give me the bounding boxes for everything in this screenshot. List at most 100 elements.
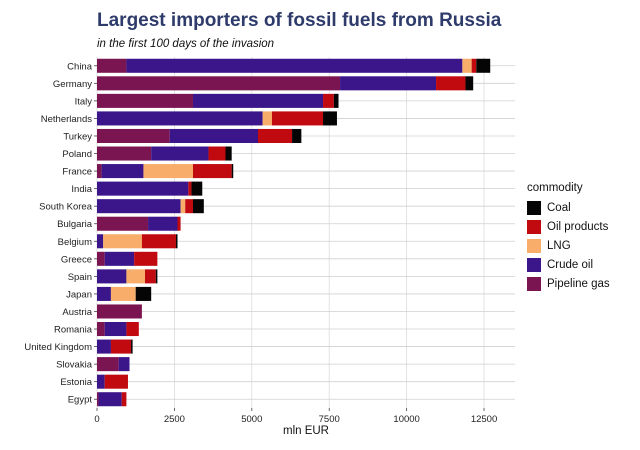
bar-segment (97, 111, 263, 126)
y-tick-label: United Kingdom (24, 342, 92, 353)
bar-segment (104, 374, 128, 389)
bar-segment (465, 76, 474, 91)
bar-segment (104, 322, 127, 337)
bar-segment (323, 111, 337, 126)
bar-segment (271, 111, 324, 126)
bar-segment (192, 164, 232, 179)
y-tick-label: India (71, 184, 92, 195)
legend-swatch (527, 238, 541, 253)
bar-segment (97, 234, 104, 249)
bar-segment (292, 128, 302, 143)
bar-segment (462, 58, 472, 73)
legend-title: commodity (527, 182, 583, 194)
y-tick-label: Egypt (68, 395, 93, 406)
x-tick-label: 10000 (393, 414, 419, 425)
bar-segment (97, 146, 152, 161)
x-tick-label: 0 (94, 414, 99, 425)
legend-swatch (527, 257, 541, 272)
axes: China Germany Italy Netherlands Turkey Poland… (24, 61, 497, 425)
bars (97, 58, 491, 407)
legend-item: Coal (527, 198, 610, 217)
legend: commodity Coal Oil products LNG Crude oil Pi… (527, 182, 610, 293)
bar-segment (97, 392, 99, 407)
y-tick-label: Austria (62, 307, 92, 318)
y-tick-label: Japan (66, 289, 92, 300)
x-tick-label: 12500 (471, 414, 497, 425)
x-axis-title: mln EUR (283, 425, 329, 437)
legend-swatch (527, 276, 541, 291)
bar-segment (97, 339, 111, 354)
x-tick-label: 2500 (164, 414, 185, 425)
bar-segment (118, 357, 130, 372)
bar-segment (151, 146, 209, 161)
bar-segment (155, 269, 158, 284)
bar-segment (121, 392, 127, 407)
bar-segment (97, 251, 105, 266)
y-tick-label: Belgium (58, 237, 92, 248)
legend-swatch (527, 200, 541, 215)
chart-title: Largest importers of fossil fuels from R… (97, 10, 502, 31)
bar-segment (185, 199, 193, 214)
bar-segment (103, 234, 142, 249)
y-tick-label: South Korea (39, 202, 93, 213)
legend-swatch (527, 219, 541, 234)
bar-segment (97, 199, 181, 214)
y-tick-label: Netherlands (41, 114, 92, 125)
y-tick-label: Italy (75, 96, 93, 107)
legend-item: LNG (527, 236, 610, 255)
legend-label: Oil products (547, 220, 609, 233)
y-tick-label: Romania (54, 325, 93, 336)
legend-label: Pipeline gas (547, 277, 610, 290)
legend-item: Crude oil (527, 255, 610, 274)
bar-segment (180, 199, 186, 214)
bar-segment (192, 199, 204, 214)
bar-segment (144, 269, 156, 284)
bar-segment (148, 216, 178, 231)
x-tick-label: 7500 (319, 414, 340, 425)
y-tick-label: France (62, 167, 92, 178)
y-tick-label: Greece (61, 254, 92, 265)
bar-segment (97, 58, 127, 73)
y-tick-label: China (67, 61, 93, 72)
y-tick-label: Bulgaria (57, 219, 93, 230)
bar-segment (97, 76, 341, 91)
y-tick-label: Poland (62, 149, 92, 160)
bar-segment (131, 339, 133, 354)
bar-segment (126, 322, 139, 337)
bar-segment (97, 304, 142, 319)
legend-label: LNG (547, 239, 571, 252)
bar-segment (97, 164, 102, 179)
bar-segment (97, 286, 111, 301)
bar-segment (192, 93, 324, 108)
bar-segment (97, 128, 170, 143)
bar-segment (476, 58, 491, 73)
bar-segment (97, 93, 193, 108)
bar-segment (110, 339, 132, 354)
bar-segment (97, 322, 105, 337)
bar-segment (101, 164, 144, 179)
bar-segment (97, 216, 149, 231)
legend-label: Crude oil (547, 258, 594, 271)
bar-segment (191, 181, 203, 196)
bar-segment (258, 128, 293, 143)
bar-segment (141, 234, 176, 249)
bar-segment (143, 164, 193, 179)
x-tick-label: 5000 (241, 414, 262, 425)
bar-segment (97, 181, 189, 196)
bar-segment (231, 164, 234, 179)
legend-item: Oil products (527, 217, 610, 236)
y-tick-label: Turkey (63, 131, 92, 142)
bar-segment (188, 181, 192, 196)
bar-segment (262, 111, 272, 126)
y-tick-label: Germany (53, 79, 92, 90)
bar-segment (208, 146, 226, 161)
chart-subtitle: in the first 100 days of the invasion (97, 38, 275, 50)
legend-items: Coal Oil products LNG Crude oil Pipeline gas (527, 198, 610, 293)
legend-item: Pipeline gas (527, 274, 610, 293)
bar-segment (225, 146, 232, 161)
bar-segment (110, 286, 136, 301)
bar-segment (104, 251, 135, 266)
grid (96, 57, 515, 408)
bar-segment (471, 58, 477, 73)
